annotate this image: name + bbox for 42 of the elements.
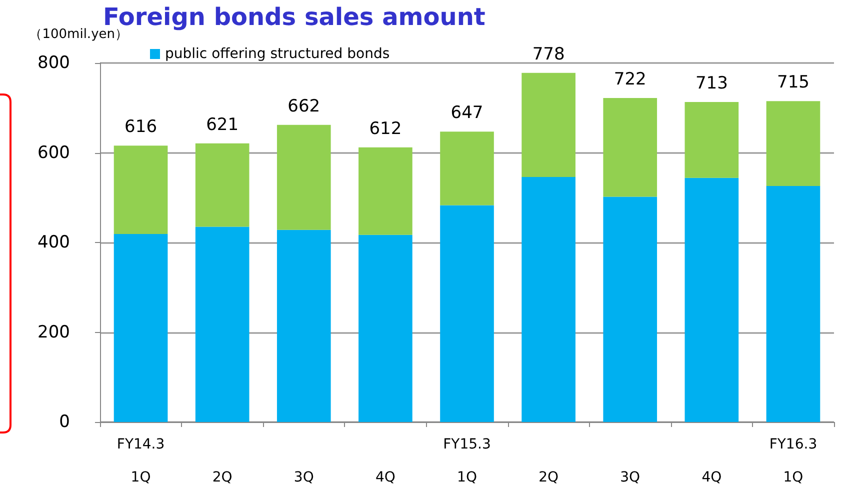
total-label: 621 bbox=[206, 114, 239, 135]
bar bbox=[276, 230, 331, 422]
y-tick-label: 600 bbox=[38, 142, 70, 163]
total-label: 715 bbox=[776, 72, 810, 93]
bar bbox=[195, 143, 250, 227]
total-label: 722 bbox=[614, 70, 646, 90]
y-tick-label: 400 bbox=[38, 232, 70, 252]
bar bbox=[522, 176, 576, 422]
bar bbox=[440, 132, 494, 206]
bar bbox=[766, 186, 820, 422]
y-tick-label: 200 bbox=[38, 322, 70, 342]
x-tick-label: 3Q bbox=[294, 470, 314, 486]
bar bbox=[114, 234, 168, 422]
bar bbox=[358, 234, 412, 422]
bar bbox=[522, 72, 576, 177]
x-tick-label: 3Q bbox=[620, 470, 640, 486]
total-label: 713 bbox=[695, 74, 728, 94]
category-label: FY14.3 1Q bbox=[116, 436, 165, 486]
bar bbox=[603, 98, 658, 197]
bar bbox=[195, 226, 250, 422]
total-label: 616 bbox=[124, 117, 158, 138]
bar bbox=[276, 124, 331, 230]
total-label: 778 bbox=[532, 44, 565, 64]
bar bbox=[684, 102, 739, 178]
x-tick-label: 2Q bbox=[212, 470, 232, 486]
bar bbox=[766, 101, 820, 186]
x-tick-label: 2Q bbox=[538, 470, 559, 486]
y-tick-label: 0 bbox=[59, 412, 70, 432]
category-label: FY15.3 1Q bbox=[443, 436, 491, 486]
total-label: 647 bbox=[450, 103, 484, 124]
category-label: FY16.3 1Q bbox=[769, 436, 818, 486]
bar bbox=[358, 147, 412, 235]
total-label: 662 bbox=[288, 96, 320, 116]
bar bbox=[440, 205, 494, 422]
bar bbox=[114, 146, 168, 234]
bar bbox=[603, 196, 658, 422]
y-tick-label: 800 bbox=[38, 53, 70, 73]
total-label: 612 bbox=[369, 118, 402, 139]
x-tick-label: 4Q bbox=[375, 470, 396, 486]
legend-label: public offering structured bonds bbox=[165, 46, 390, 62]
bar bbox=[684, 178, 739, 422]
x-tick-label: 4Q bbox=[702, 470, 722, 486]
